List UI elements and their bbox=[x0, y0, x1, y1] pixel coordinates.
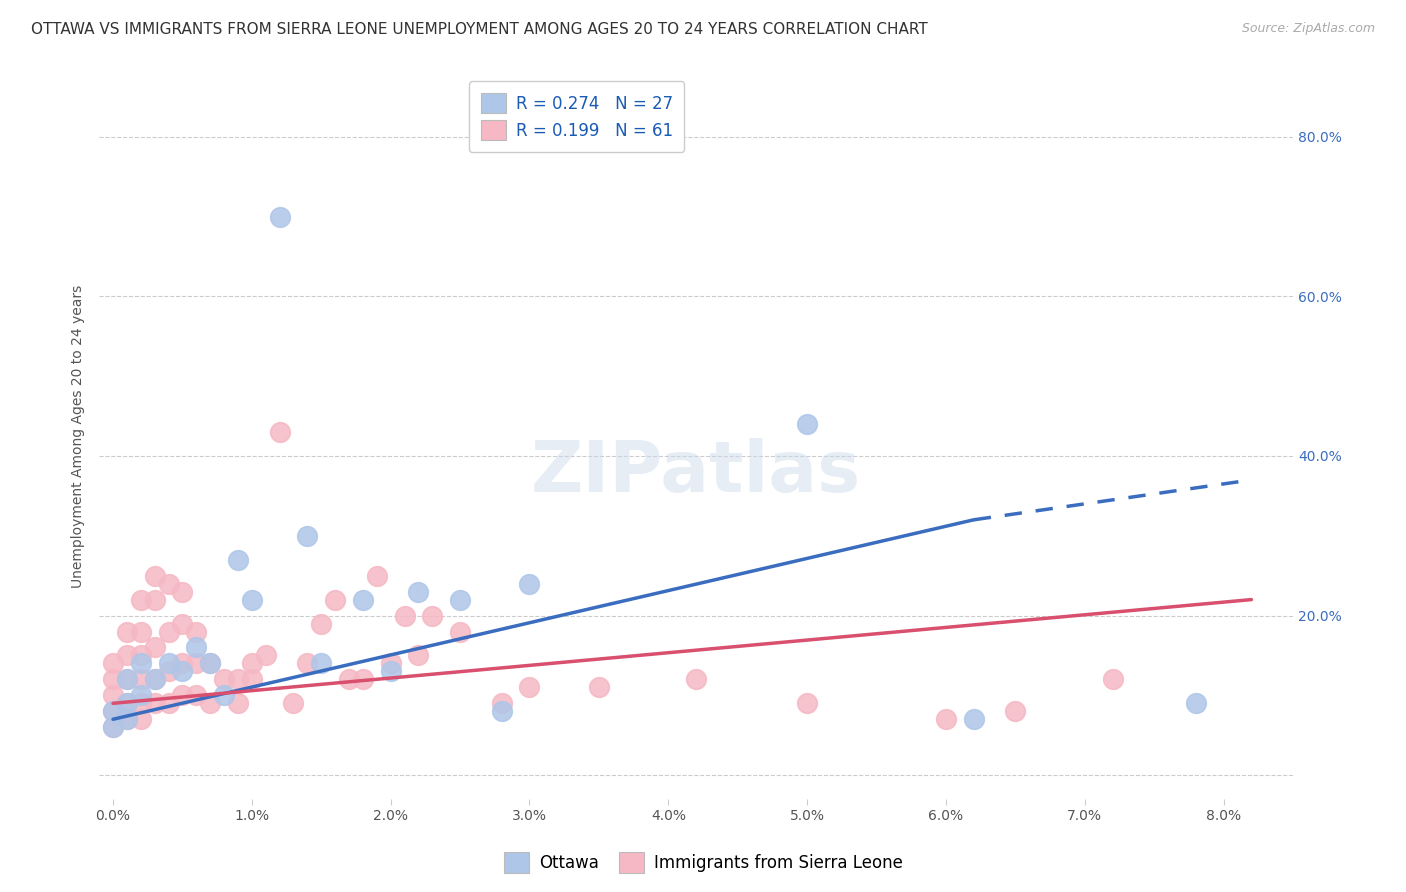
Point bbox=[101, 673, 124, 687]
Point bbox=[115, 648, 138, 663]
Point bbox=[297, 657, 319, 671]
Legend: R = 0.274   N = 27, R = 0.199   N = 61: R = 0.274 N = 27, R = 0.199 N = 61 bbox=[470, 81, 685, 152]
Point bbox=[380, 665, 402, 679]
Point bbox=[519, 576, 541, 591]
Point bbox=[172, 689, 194, 703]
Point bbox=[449, 624, 471, 639]
Point bbox=[143, 673, 166, 687]
Point bbox=[1101, 673, 1123, 687]
Point bbox=[337, 673, 360, 687]
Point bbox=[129, 648, 152, 663]
Point bbox=[129, 689, 152, 703]
Point bbox=[186, 640, 208, 655]
Point bbox=[269, 425, 291, 439]
Point bbox=[143, 673, 166, 687]
Point bbox=[101, 704, 124, 718]
Point bbox=[172, 665, 194, 679]
Point bbox=[115, 673, 138, 687]
Point bbox=[129, 624, 152, 639]
Point bbox=[491, 704, 513, 718]
Point bbox=[198, 657, 221, 671]
Point bbox=[129, 592, 152, 607]
Point bbox=[143, 592, 166, 607]
Point bbox=[269, 210, 291, 224]
Point bbox=[101, 720, 124, 734]
Point bbox=[254, 648, 277, 663]
Point bbox=[588, 681, 610, 695]
Point bbox=[129, 657, 152, 671]
Point bbox=[143, 640, 166, 655]
Point bbox=[129, 673, 152, 687]
Text: ZIPatlas: ZIPatlas bbox=[531, 438, 860, 507]
Point bbox=[394, 608, 416, 623]
Point bbox=[115, 696, 138, 710]
Point bbox=[172, 657, 194, 671]
Point bbox=[101, 657, 124, 671]
Point bbox=[157, 665, 180, 679]
Point bbox=[186, 657, 208, 671]
Point bbox=[935, 712, 957, 726]
Point bbox=[157, 576, 180, 591]
Point bbox=[115, 696, 138, 710]
Point bbox=[309, 657, 332, 671]
Point bbox=[352, 673, 374, 687]
Point bbox=[685, 673, 707, 687]
Point bbox=[240, 592, 263, 607]
Point bbox=[796, 417, 818, 431]
Point bbox=[309, 616, 332, 631]
Point bbox=[226, 696, 249, 710]
Point bbox=[198, 657, 221, 671]
Point bbox=[129, 696, 152, 710]
Point bbox=[420, 608, 443, 623]
Point bbox=[408, 648, 430, 663]
Point bbox=[380, 657, 402, 671]
Point bbox=[352, 592, 374, 607]
Point bbox=[366, 568, 388, 582]
Point bbox=[226, 552, 249, 566]
Point bbox=[240, 673, 263, 687]
Point bbox=[129, 712, 152, 726]
Point bbox=[796, 696, 818, 710]
Legend: Ottawa, Immigrants from Sierra Leone: Ottawa, Immigrants from Sierra Leone bbox=[496, 846, 910, 880]
Point bbox=[283, 696, 305, 710]
Point bbox=[101, 689, 124, 703]
Point bbox=[240, 657, 263, 671]
Point bbox=[963, 712, 986, 726]
Point bbox=[186, 689, 208, 703]
Point bbox=[1185, 696, 1208, 710]
Point bbox=[297, 529, 319, 543]
Point bbox=[143, 568, 166, 582]
Text: OTTAWA VS IMMIGRANTS FROM SIERRA LEONE UNEMPLOYMENT AMONG AGES 20 TO 24 YEARS CO: OTTAWA VS IMMIGRANTS FROM SIERRA LEONE U… bbox=[31, 22, 928, 37]
Point bbox=[226, 673, 249, 687]
Point bbox=[212, 673, 235, 687]
Point bbox=[519, 681, 541, 695]
Point bbox=[115, 712, 138, 726]
Point bbox=[157, 696, 180, 710]
Point bbox=[198, 696, 221, 710]
Point bbox=[212, 689, 235, 703]
Point bbox=[157, 624, 180, 639]
Point bbox=[1004, 704, 1026, 718]
Point bbox=[449, 592, 471, 607]
Point bbox=[115, 712, 138, 726]
Point bbox=[491, 696, 513, 710]
Point bbox=[143, 696, 166, 710]
Point bbox=[115, 673, 138, 687]
Point bbox=[186, 624, 208, 639]
Point bbox=[172, 616, 194, 631]
Point bbox=[157, 657, 180, 671]
Point bbox=[408, 584, 430, 599]
Point bbox=[101, 704, 124, 718]
Y-axis label: Unemployment Among Ages 20 to 24 years: Unemployment Among Ages 20 to 24 years bbox=[72, 285, 86, 588]
Point bbox=[115, 624, 138, 639]
Text: Source: ZipAtlas.com: Source: ZipAtlas.com bbox=[1241, 22, 1375, 36]
Point bbox=[172, 584, 194, 599]
Point bbox=[323, 592, 346, 607]
Point bbox=[101, 720, 124, 734]
